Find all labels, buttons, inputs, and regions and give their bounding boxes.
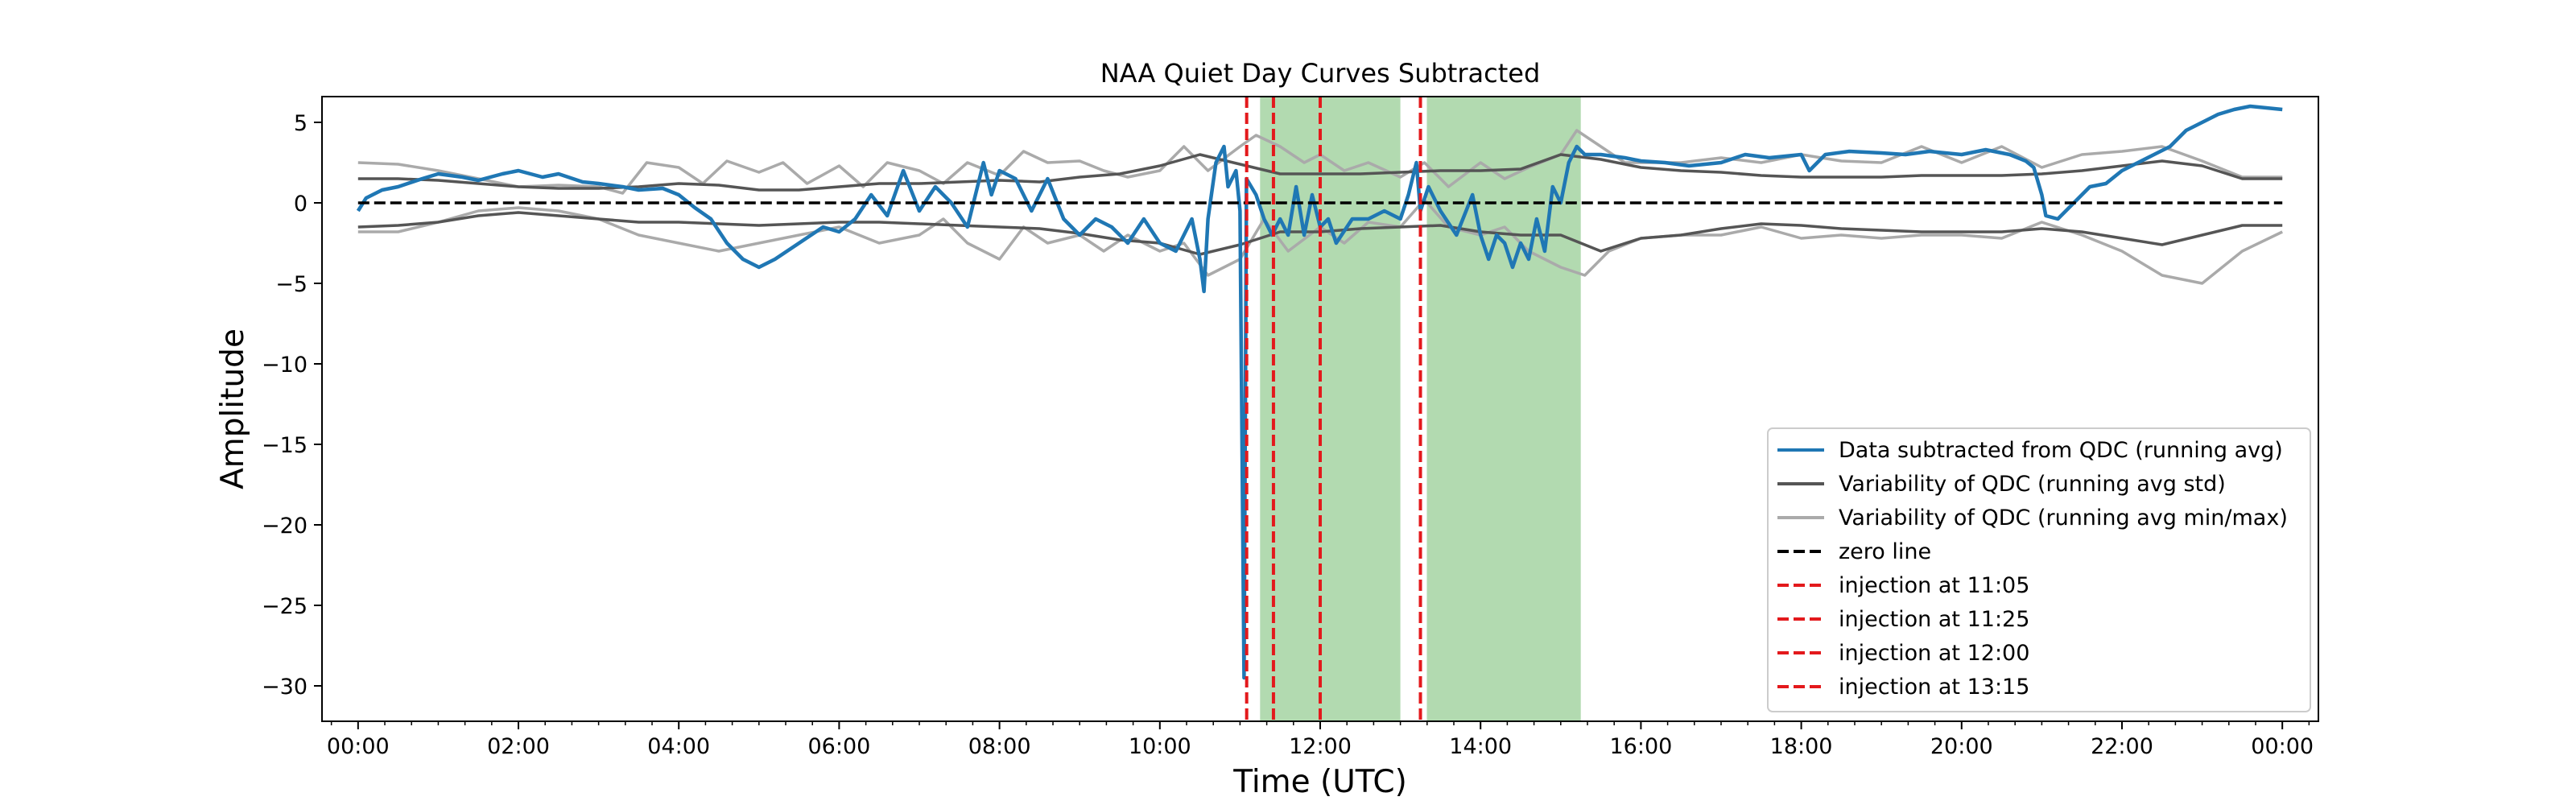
injection-lines [1245, 97, 1422, 721]
x-tick-label: 00:00 [327, 734, 390, 759]
shaded-region-1 [1260, 97, 1401, 721]
legend-label: Variability of QDC (running avg min/max) [1839, 506, 2288, 530]
y-axis-ticks: 5 0 −5 −10 −15 −20 −25 −30 [262, 111, 322, 700]
legend-box [1767, 427, 2311, 712]
legend-label: injection at 13:15 [1839, 675, 2029, 700]
legend-label: zero line [1839, 539, 1931, 564]
y-tick-label: 5 [294, 111, 308, 136]
series-layer [356, 104, 2283, 680]
x-tick-label: 20:00 [1930, 734, 1993, 759]
y-tick-label: −15 [262, 433, 308, 458]
series-line-2 [357, 153, 2283, 192]
x-tick-label: 06:00 [808, 734, 871, 759]
x-tick-label: 10:00 [1129, 734, 1191, 759]
y-tick-label: −20 [262, 514, 308, 539]
x-tick-label: 12:00 [1289, 734, 1352, 759]
x-axis-label: Time (UTC) [1232, 764, 1407, 800]
x-tick-label: 22:00 [2091, 734, 2153, 759]
y-tick-label: −30 [262, 675, 308, 700]
shaded-region-2 [1426, 97, 1581, 721]
series-line-4 [357, 129, 2283, 195]
x-tick-label: 00:00 [2251, 734, 2314, 759]
x-tick-label: 18:00 [1770, 734, 1833, 759]
x-tick-label: 02:00 [487, 734, 550, 759]
legend-label: Data subtracted from QDC (running avg) [1839, 438, 2283, 463]
legend: Data subtracted from QDC (running avg) Va… [1767, 427, 2311, 712]
x-axis-ticks: 00:00 02:00 04:00 06:00 08:00 10:00 12:00 14:00… [327, 721, 2314, 759]
x-tick-label: 16:00 [1609, 734, 1672, 759]
y-tick-label: −5 [275, 272, 308, 297]
y-axis-label: Amplitude [215, 328, 251, 489]
legend-label: injection at 12:00 [1839, 641, 2029, 666]
x-tick-label: 08:00 [968, 734, 1031, 759]
chart-title: NAA Quiet Day Curves Subtracted [1100, 58, 1541, 89]
series-line-5 [357, 198, 2283, 285]
y-tick-label: 0 [294, 192, 308, 217]
y-tick-label: −25 [262, 594, 308, 619]
shaded-regions [1260, 97, 1581, 721]
series-line-1 [356, 104, 2283, 680]
legend-label: Variability of QDC (running avg std) [1839, 472, 2226, 497]
y-tick-label: −10 [262, 353, 308, 378]
x-tick-label: 14:00 [1449, 734, 1512, 759]
legend-label: injection at 11:25 [1839, 607, 2029, 632]
x-tick-label: 04:00 [647, 734, 710, 759]
legend-label: injection at 11:05 [1839, 573, 2029, 598]
